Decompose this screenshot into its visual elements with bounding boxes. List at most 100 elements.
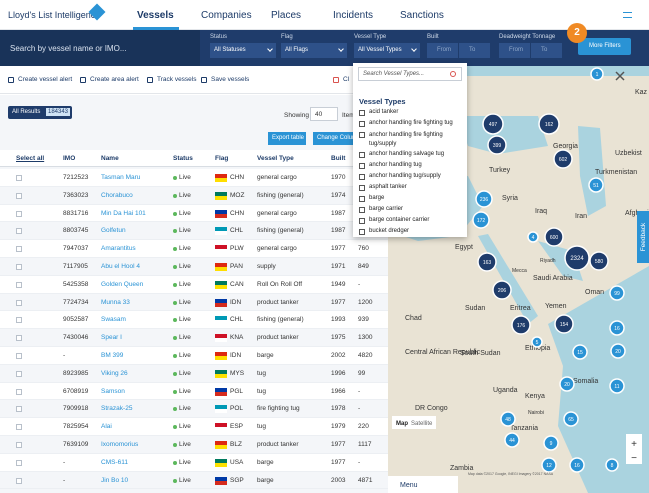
- option-label[interactable]: anchor handling tug: [369, 162, 422, 168]
- row-checkbox[interactable]: [16, 406, 22, 413]
- row-checkbox[interactable]: [16, 299, 22, 306]
- option-label[interactable]: anchor handling salvage tug: [369, 151, 445, 157]
- cluster-marker: [487, 135, 507, 155]
- row-checkbox[interactable]: [16, 210, 22, 217]
- row-checkbox[interactable]: [16, 353, 22, 359]
- table-button[interactable]: Change Columns: [313, 132, 363, 145]
- imo-cell: 7639109: [63, 441, 89, 448]
- option-checkbox[interactable]: [359, 229, 365, 235]
- vessel-name-link[interactable]: Alai: [101, 423, 112, 431]
- range-to[interactable]: To: [531, 43, 562, 58]
- option-label[interactable]: barge: [369, 195, 385, 201]
- dwt-cell: -: [358, 405, 361, 413]
- option-checkbox[interactable]: [359, 196, 365, 202]
- results-count: 184343: [46, 108, 71, 116]
- cluster-count: 12: [546, 463, 552, 469]
- action-button[interactable]: Save vessels: [211, 76, 250, 83]
- vessel-name-link[interactable]: BM 399: [101, 352, 124, 359]
- row-checkbox[interactable]: [16, 459, 22, 466]
- vessel-name-link[interactable]: Min Da Hai 101: [101, 209, 146, 217]
- imo-cell: 8923985: [63, 369, 89, 377]
- row-checkbox[interactable]: [16, 388, 22, 395]
- nav-link[interactable]: Vessels: [137, 10, 174, 21]
- table-button[interactable]: Export table: [268, 132, 306, 145]
- action-button[interactable]: Create vessel alert: [18, 76, 73, 83]
- option-label[interactable]: bucket dredger: [369, 228, 410, 234]
- row-checkbox[interactable]: [16, 228, 22, 235]
- vessel-name-link[interactable]: Swasam: [101, 316, 126, 324]
- option-checkbox[interactable]: [359, 185, 365, 191]
- vessel-name-link[interactable]: Strazak-25: [101, 405, 133, 413]
- nav-link[interactable]: Places: [271, 10, 302, 21]
- vessel-name-link[interactable]: Tasman Maru: [101, 174, 141, 181]
- more-filters-button[interactable]: More Filters: [578, 38, 631, 55]
- range-from[interactable]: From: [499, 43, 530, 58]
- nav-link[interactable]: Incidents: [333, 10, 374, 21]
- vessel-name-link[interactable]: Golden Queen: [101, 280, 144, 288]
- vessel-type-search[interactable]: Search Vessel Types...: [358, 67, 462, 81]
- option-checkbox[interactable]: [359, 132, 365, 138]
- status-cell: Live: [179, 476, 191, 484]
- row-checkbox[interactable]: [16, 246, 22, 253]
- filter-select[interactable]: All Vessel Types: [354, 43, 420, 58]
- range-from[interactable]: From: [427, 43, 458, 58]
- range-to[interactable]: To: [459, 43, 490, 58]
- filter-select[interactable]: All Statuses: [210, 43, 276, 58]
- built-cell: 1978: [331, 405, 346, 413]
- row-checkbox[interactable]: [16, 370, 22, 377]
- option-label[interactable]: anchor handling fire fighting tug/supply: [369, 132, 443, 147]
- search-field[interactable]: [0, 30, 200, 66]
- option-label[interactable]: acid tanker: [369, 109, 399, 115]
- option-checkbox[interactable]: [359, 163, 365, 169]
- vessel-name-link[interactable]: Abu el Hool 4: [101, 263, 141, 270]
- option-label[interactable]: barge carrier: [369, 206, 404, 212]
- row-checkbox[interactable]: [16, 335, 22, 342]
- vessel-name-link[interactable]: Chorabuco: [101, 191, 133, 199]
- page-size-select[interactable]: 40: [310, 107, 338, 121]
- row-checkbox[interactable]: [16, 442, 22, 448]
- vessel-name-link[interactable]: Viking 26: [101, 369, 128, 377]
- table-row: [0, 258, 388, 276]
- status-cell: Live: [179, 280, 191, 288]
- vessel-name-link[interactable]: Ixomomorius: [101, 441, 139, 448]
- row-checkbox[interactable]: [16, 175, 22, 181]
- nav-link[interactable]: Sanctions: [400, 10, 444, 21]
- filter-select[interactable]: All Flags: [281, 43, 347, 58]
- row-checkbox[interactable]: [16, 264, 22, 270]
- row-checkbox[interactable]: [16, 192, 22, 199]
- option-checkbox[interactable]: [359, 218, 365, 224]
- option-checkbox[interactable]: [359, 121, 365, 127]
- vessel-name-link[interactable]: CMS-611: [101, 458, 128, 466]
- option-label[interactable]: anchor handling tug/supply: [369, 173, 441, 179]
- built-cell: 1987: [331, 209, 346, 217]
- cluster-marker: [504, 432, 520, 448]
- row-checkbox[interactable]: [16, 281, 22, 288]
- option-label[interactable]: barge container carrier: [369, 217, 430, 223]
- flag-code: CHL: [230, 227, 244, 235]
- all-results-tab[interactable]: All Results 184343: [8, 106, 72, 119]
- vessel-name-link[interactable]: Amarantitus: [101, 245, 136, 253]
- nav-link[interactable]: Companies: [201, 10, 252, 21]
- option-label[interactable]: asphalt tanker: [369, 184, 407, 190]
- vessel-name-link[interactable]: Golfetun: [101, 227, 126, 235]
- vessel-name-link[interactable]: Munna 33: [101, 298, 130, 306]
- menu-icon[interactable]: [623, 12, 632, 18]
- flag-icon: [215, 263, 227, 271]
- column-header: Built: [331, 155, 346, 162]
- action-button[interactable]: Track vessels: [157, 76, 197, 83]
- option-checkbox[interactable]: [359, 207, 365, 213]
- row-checkbox[interactable]: [16, 424, 22, 431]
- action-button[interactable]: Create area alert: [90, 76, 139, 83]
- column-header[interactable]: Select all: [16, 155, 45, 162]
- option-checkbox[interactable]: [359, 174, 365, 180]
- option-checkbox[interactable]: [359, 110, 365, 116]
- vessel-name-link[interactable]: Spear I: [101, 334, 122, 342]
- action-button[interactable]: Cl: [343, 76, 350, 83]
- option-checkbox[interactable]: [359, 152, 365, 158]
- option-label[interactable]: anchor handling fire fighting tug: [369, 120, 453, 126]
- vessel-name-link[interactable]: Jin Bo 10: [101, 476, 129, 484]
- flag-icon: [215, 458, 227, 467]
- vessel-name-link[interactable]: Samson: [101, 387, 125, 395]
- row-checkbox[interactable]: [16, 317, 22, 324]
- row-checkbox[interactable]: [16, 477, 22, 484]
